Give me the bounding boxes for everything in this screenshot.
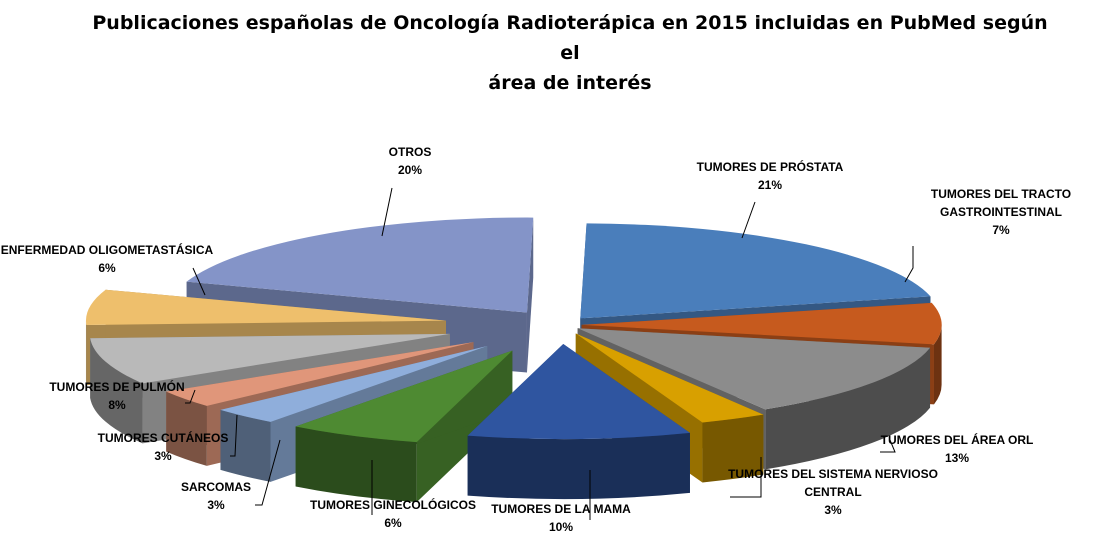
leader-line bbox=[880, 439, 896, 453]
chart-title-line-1: Publicaciones españolas de Oncología Rad… bbox=[92, 12, 1048, 64]
pie-slice-outer-wall bbox=[220, 409, 271, 482]
data-label-percent: 3% bbox=[207, 498, 225, 512]
data-label-percent: 6% bbox=[98, 261, 116, 275]
data-label-percent: 3% bbox=[824, 503, 842, 517]
data-label-category: OTROS bbox=[389, 145, 432, 159]
pie-slice-tumores-de-próstata bbox=[580, 223, 931, 319]
data-label-category: TUMORES DEL ÁREA ORL bbox=[881, 432, 1034, 447]
data-label-percent: 8% bbox=[108, 398, 126, 412]
data-label-category: ENFERMEDAD OLIGOMETASTÁSICA bbox=[1, 242, 214, 257]
leader-line bbox=[730, 457, 762, 498]
data-label-percent: 6% bbox=[384, 516, 402, 530]
pie-slice-tumores-de-la-mama bbox=[467, 343, 690, 439]
data-label-category: TUMORES DE PULMÓN bbox=[49, 379, 184, 394]
data-label-percent: 3% bbox=[154, 449, 172, 463]
pie-slice-tumores-del-tracto-gastrointestinal bbox=[581, 302, 942, 345]
data-label-percent: 21% bbox=[758, 178, 782, 192]
data-label-percent: 10% bbox=[549, 520, 573, 534]
leader-line bbox=[904, 246, 914, 283]
data-label-category: TUMORES CUTÁNEOS bbox=[98, 430, 229, 445]
chart-title-line-2: área de interés bbox=[488, 72, 652, 94]
pie-slice-sarcomas bbox=[220, 346, 488, 422]
data-label-category: SARCOMAS bbox=[181, 480, 251, 494]
data-label-category: TUMORES GINECOLÓGICOS bbox=[310, 497, 476, 512]
pie-labels: TUMORES DE PRÓSTATA 21% TUMORES DEL TRACTO… bbox=[1, 145, 1071, 534]
pie-slice-otros bbox=[186, 217, 534, 313]
leader-line bbox=[741, 201, 756, 239]
pie-slice-tumores-cutáneos bbox=[166, 342, 474, 406]
data-label-category: TUMORES DEL TRACTO bbox=[931, 187, 1071, 201]
leader-line bbox=[185, 389, 196, 404]
data-label-category: TUMORES DE LA MAMA bbox=[491, 502, 631, 516]
pie-slice-enfermedad-oligometastásica bbox=[85, 289, 446, 325]
data-label-percent: 7% bbox=[992, 223, 1010, 237]
data-label-category: CENTRAL bbox=[804, 485, 861, 499]
chart-title: Publicaciones españolas de Oncología Rad… bbox=[90, 8, 1050, 98]
data-label-category: GASTROINTESTINAL bbox=[940, 205, 1062, 219]
pie-slice-outer-wall bbox=[166, 391, 207, 466]
data-label-percent: 13% bbox=[945, 451, 969, 465]
leader-line bbox=[230, 414, 238, 457]
pie-slice-tumores-de-pulmón bbox=[90, 333, 450, 384]
pie-slice-tumores-del-sistema-nervioso-central bbox=[575, 333, 764, 423]
pie-slice-tops bbox=[85, 217, 942, 443]
leader-line bbox=[192, 267, 206, 296]
pie-slice-outer-wall bbox=[90, 338, 143, 444]
data-label-category: TUMORES DE PRÓSTATA bbox=[697, 159, 844, 174]
data-label-category: TUMORES DEL SISTEMA NERVIOSO bbox=[728, 467, 938, 481]
pie-leader-lines bbox=[185, 187, 914, 520]
pie-slice-outer-wall bbox=[702, 414, 764, 483]
pie-slice-wall bbox=[526, 217, 534, 373]
pie-slice-outer-wall bbox=[295, 426, 417, 503]
leader-line bbox=[381, 187, 393, 237]
pie-slice-tumores-del-área-orl bbox=[577, 328, 931, 410]
leader-line bbox=[255, 439, 281, 506]
pie-slice-outer-wall bbox=[467, 432, 690, 499]
pie-slice-tumores-ginecológicos bbox=[295, 350, 513, 443]
pie-slice-outer-wall bbox=[933, 324, 942, 405]
data-label-percent: 20% bbox=[398, 163, 422, 177]
pie-slice-outer-wall bbox=[765, 347, 931, 470]
